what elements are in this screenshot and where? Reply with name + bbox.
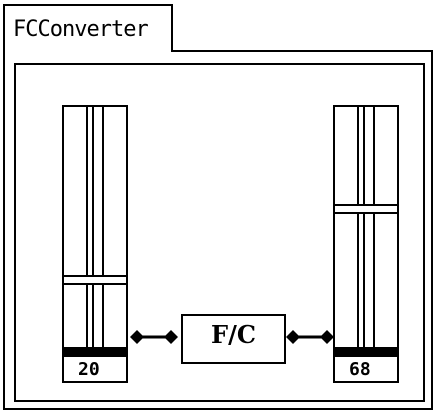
right-value-text: 68 (349, 359, 371, 380)
right-slider-rail (363, 107, 365, 353)
left-slider-rail (92, 107, 94, 353)
left-slider-track (86, 107, 104, 353)
content-frame: 20 F/C 68 (14, 63, 425, 402)
diamond-connector-icon (286, 330, 334, 344)
right-value-field[interactable]: 68 (333, 355, 399, 383)
right-slider-base (335, 347, 397, 353)
diamond-connector-icon (130, 330, 178, 344)
fcconverter-window: 20 F/C 68 (3, 50, 433, 410)
window-title: FCConverter (13, 17, 149, 42)
fc-converter-box[interactable]: F/C (181, 314, 286, 364)
right-slider-track (357, 107, 375, 353)
left-slider-thumb[interactable] (64, 275, 126, 285)
right-slider-thumb[interactable] (335, 204, 397, 214)
left-slider-base (64, 347, 126, 353)
left-slider[interactable] (62, 105, 128, 355)
right-slider[interactable] (333, 105, 399, 355)
fc-converter-label: F/C (211, 320, 256, 349)
window-title-tab[interactable]: FCConverter (3, 4, 173, 52)
left-value-text: 20 (78, 359, 100, 380)
left-value-field[interactable]: 20 (62, 355, 128, 383)
